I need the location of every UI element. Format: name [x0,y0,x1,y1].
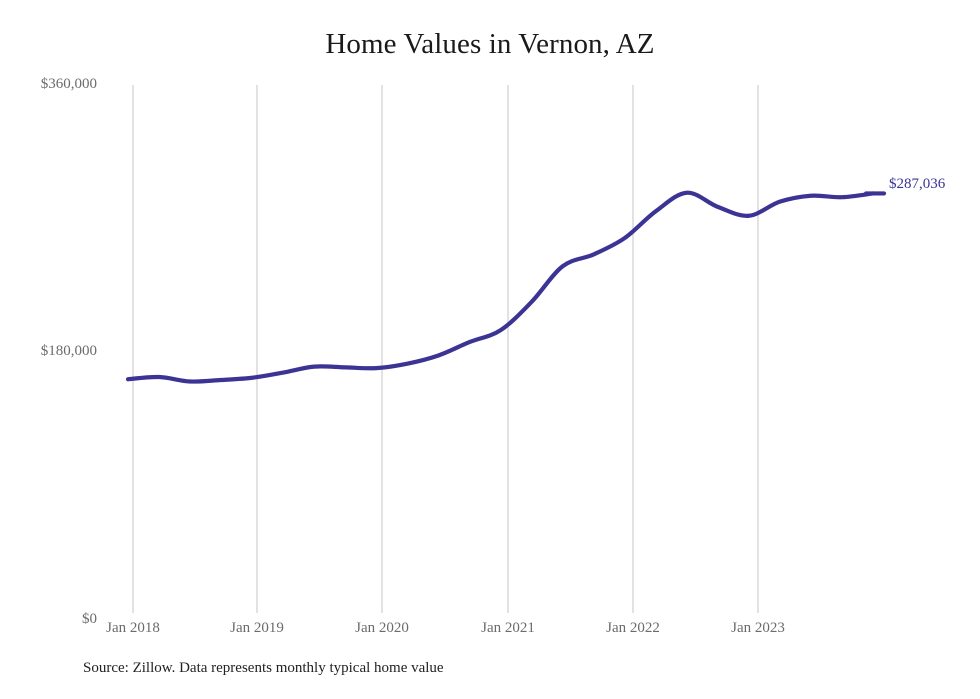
page-title: Home Values in Vernon, AZ [325,28,655,60]
y-axis-tick-bottom: $0 [82,611,97,627]
x-axis-tick-jan-2021: Jan 2021 [481,620,535,636]
source-note: Source: Zillow. Data represents monthly … [83,660,444,676]
x-axis-tick-jan-2022: Jan 2022 [606,620,660,636]
y-axis-tick-top: $360,000 [40,76,97,92]
x-axis-tick-jan-2020: Jan 2020 [355,620,409,636]
x-axis-tick-jan-2023: Jan 2023 [731,620,785,636]
x-axis-tick-jan-2019: Jan 2019 [230,620,284,636]
y-axis-tick-mid: $180,000 [40,343,97,359]
data-series-line [125,190,876,384]
x-axis-tick-jan-2018: Jan 2018 [106,620,160,636]
end-value-annotation: $287,036 [889,176,946,193]
gridlines [132,85,759,613]
